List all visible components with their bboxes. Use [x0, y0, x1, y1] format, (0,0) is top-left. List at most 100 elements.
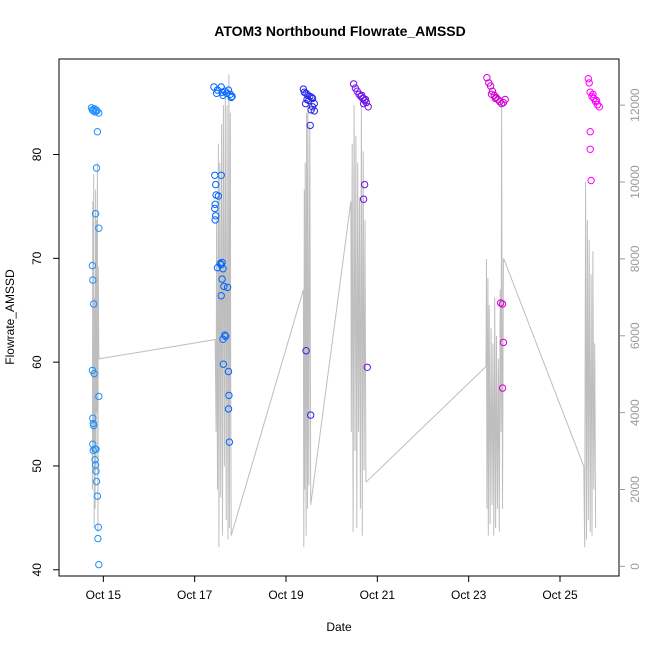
- data-point: [224, 367, 233, 376]
- data-point: [217, 171, 225, 180]
- data-point: [92, 477, 101, 486]
- y-tick-label: 40: [30, 563, 44, 577]
- x-axis-label: Date: [326, 620, 352, 634]
- data-point: [221, 331, 229, 339]
- data-point: [95, 224, 103, 232]
- x-tick-label: Oct 23: [451, 588, 487, 602]
- data-point: [349, 80, 358, 88]
- data-point: [92, 467, 100, 475]
- y2-tick-label: 0: [628, 563, 642, 570]
- data-point: [91, 210, 100, 218]
- data-point: [90, 421, 98, 430]
- data-point: [307, 411, 315, 419]
- data-point: [219, 91, 227, 100]
- data-point: [89, 276, 97, 284]
- data-point: [491, 94, 499, 103]
- right-axis-series-line: [91, 74, 597, 548]
- data-point: [358, 91, 366, 100]
- x-tick-label: Oct 25: [542, 588, 578, 602]
- y2-tick-label: 6000: [628, 322, 642, 349]
- data-point: [499, 338, 508, 347]
- y-tick-label: 60: [30, 355, 44, 369]
- data-point: [92, 445, 100, 453]
- data-point: [223, 283, 232, 292]
- y2-tick-label: 10000: [628, 165, 642, 199]
- data-point: [498, 384, 507, 392]
- y2-tick-label: 4000: [628, 399, 642, 426]
- data-point: [586, 128, 594, 136]
- data-point: [592, 96, 601, 105]
- series-line: [91, 74, 597, 548]
- data-point: [364, 103, 372, 111]
- data-point: [218, 275, 226, 283]
- data-point: [584, 75, 592, 83]
- data-point: [211, 204, 219, 213]
- data-point: [595, 103, 603, 111]
- data-point: [95, 109, 103, 117]
- data-point: [91, 456, 99, 464]
- data-point: [360, 180, 369, 189]
- data-point: [224, 405, 233, 413]
- data-point: [219, 265, 227, 273]
- data-point: [217, 292, 225, 300]
- data-point: [218, 88, 226, 96]
- data-point: [220, 282, 228, 291]
- data-point: [361, 95, 370, 104]
- data-point: [225, 391, 233, 400]
- data-point: [593, 101, 602, 109]
- data-point: [94, 523, 103, 531]
- data-point: [212, 180, 220, 189]
- data-point: [488, 87, 497, 95]
- data-point: [93, 107, 101, 115]
- data-point: [222, 89, 231, 98]
- data-point: [363, 363, 371, 371]
- data-point: [227, 93, 235, 102]
- data-point: [587, 176, 595, 185]
- data-point: [225, 438, 234, 446]
- data-point: [217, 83, 225, 91]
- data-point: [89, 414, 97, 422]
- data-point: [307, 106, 315, 114]
- y2-tick-label: 12000: [628, 88, 642, 122]
- data-point: [301, 99, 310, 108]
- data-point: [211, 200, 219, 209]
- data-point: [214, 192, 223, 200]
- y2-tick-label: 8000: [628, 245, 642, 272]
- data-point: [303, 95, 311, 104]
- data-point: [310, 107, 318, 115]
- data-point: [228, 92, 236, 101]
- y-tick-label: 50: [30, 459, 44, 473]
- data-point: [308, 94, 317, 103]
- data-point: [95, 560, 103, 569]
- y-tick-label: 80: [30, 148, 44, 162]
- x-tick-label: Oct 19: [268, 588, 304, 602]
- data-point: [219, 360, 228, 368]
- data-point: [226, 90, 235, 99]
- data-point: [585, 79, 593, 87]
- y-tick-label: 70: [30, 251, 44, 265]
- data-point: [212, 212, 220, 220]
- data-point: [501, 95, 509, 104]
- data-point: [306, 121, 314, 130]
- data-point: [95, 392, 103, 401]
- x-tick-label: Oct 17: [177, 588, 213, 602]
- axes: Oct 15 Oct 17 Oct 19 Oct 21 Oct 23 Oct 25 40 50…: [30, 88, 642, 602]
- data-point: [93, 492, 102, 500]
- data-point: [92, 164, 101, 172]
- data-point: [586, 145, 594, 154]
- data-point: [90, 300, 98, 308]
- data-point: [94, 534, 102, 543]
- data-point: [88, 261, 97, 270]
- data-point: [217, 260, 225, 269]
- data-point: [359, 195, 368, 203]
- data-point: [483, 74, 491, 82]
- data-point: [219, 335, 227, 343]
- plot-frame: [58, 58, 620, 577]
- data-point: [498, 300, 507, 308]
- data-point: [486, 82, 495, 90]
- x-tick-label: Oct 21: [360, 588, 396, 602]
- y-axis-label: Flowrate_AMSSD: [3, 269, 17, 365]
- data-point: [212, 89, 221, 98]
- data-point: [211, 171, 219, 180]
